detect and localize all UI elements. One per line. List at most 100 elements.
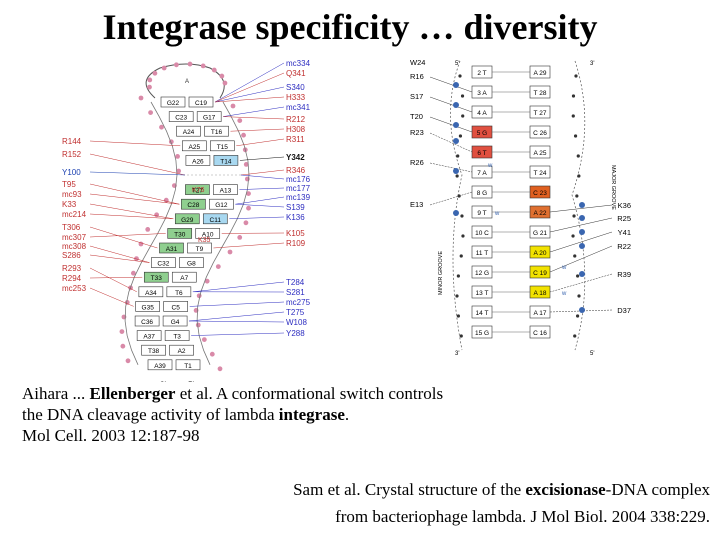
contact-line	[89, 233, 166, 238]
phosphate-dot	[573, 134, 578, 138]
residue-label: R311	[286, 135, 305, 144]
contact-line	[429, 116, 473, 133]
contact-lines	[89, 62, 285, 336]
residue-label: S286	[62, 251, 81, 260]
base-label: G35	[142, 304, 155, 311]
residue-labels: 5' 3' 3' 5' MAJOR GROOVE MINOR GROOVE W24 R16 S1…	[410, 58, 631, 357]
base-label: C 26	[533, 130, 547, 137]
base-label: T 28	[534, 90, 547, 97]
residue-label: Y100	[62, 168, 81, 177]
citation-text: et al. A conformational switch controls	[175, 384, 444, 403]
base-label: 15 G	[475, 330, 489, 337]
citation-line: the DNA cleavage activity of lambda inte…	[22, 404, 582, 425]
phosphate-dot	[176, 168, 182, 174]
phosphate-dot	[571, 114, 575, 118]
phosphate-dot	[130, 270, 136, 276]
base-box	[164, 330, 190, 341]
residue-label: mc176	[286, 175, 311, 184]
contact-dot	[579, 202, 585, 208]
phosphate-dot	[125, 358, 131, 364]
phosphate-dot	[200, 63, 206, 69]
base-pair-rows: 2 T A 29 3 A T 28 4 A T 27 5 G C 26 6 T A 25 7 A T …	[455, 65, 581, 339]
contact-line	[429, 162, 473, 173]
residue-label: mc341	[286, 103, 311, 112]
residue-label: W108	[286, 318, 307, 327]
contact-line	[214, 62, 285, 103]
base-label: 9 T	[477, 210, 486, 217]
contact-line	[89, 193, 180, 205]
residue-label: H333	[286, 93, 306, 102]
contact-line	[240, 174, 285, 180]
phosphate-dot	[237, 235, 243, 240]
phosphate-dot	[571, 234, 575, 238]
phosphate-dot	[163, 197, 169, 203]
contact-line	[429, 96, 473, 113]
residue-label: T275	[286, 308, 305, 317]
base-label: T1	[184, 363, 192, 370]
phosphate-dot	[458, 74, 462, 78]
citation-line: Sam et al. Crystal structure of the exci…	[210, 476, 710, 503]
contact-line	[89, 183, 180, 205]
phosphate-dot	[173, 62, 179, 68]
strand-backbone	[571, 60, 586, 351]
base-label: T6	[175, 290, 183, 297]
dna-contact-diagram-left: A G22 C19 C23 G17 A24 T16 A25 T15 A26 T14 T27 A13 C2…	[62, 60, 311, 382]
base-box	[163, 301, 188, 312]
residue-label: R26	[410, 158, 424, 167]
phosphate-dot	[145, 227, 151, 232]
base-label: T3	[173, 334, 181, 341]
contact-line	[549, 245, 613, 273]
residue-label: R109	[286, 239, 306, 248]
residue-label: T284	[286, 278, 305, 287]
base-label: G22	[167, 100, 180, 107]
base-label: C19	[195, 100, 207, 107]
phosphate-dot	[215, 264, 221, 269]
base-label: A2	[178, 348, 186, 355]
base-pair-ladder: G22 C19 C23 G17 A24 T16 A25 T15 A26 T14 T27 A13 C28 G…	[134, 96, 243, 382]
phosphate-dot	[456, 314, 460, 318]
base-label: 8 G	[477, 190, 487, 197]
base-label: G17	[203, 115, 216, 122]
base-label: T27	[192, 188, 204, 195]
phosphate-dot	[459, 334, 463, 338]
base-label: 5 G	[477, 130, 487, 137]
strand-end-label: 3'	[455, 351, 459, 357]
base-box	[196, 111, 222, 122]
phosphate-dot	[237, 118, 243, 123]
base-label: 6 T	[477, 150, 486, 157]
phosphate-dot	[455, 174, 459, 178]
phosphate-dot	[460, 214, 464, 218]
base-label: A39	[154, 363, 166, 370]
residue-label: mc334	[286, 60, 311, 68]
contact-line	[89, 153, 186, 176]
citation-text: -DNA complex	[605, 480, 710, 499]
residue-label: W24	[410, 58, 425, 67]
base-label: T16	[211, 129, 223, 136]
base-label: 7 A	[477, 170, 487, 177]
contact-line	[89, 245, 150, 263]
base-box	[204, 125, 229, 137]
contact-line	[191, 332, 285, 336]
hairpin-label: A	[185, 79, 189, 85]
contact-line	[429, 132, 473, 153]
base-label: A24	[183, 129, 195, 136]
phosphate-dot	[460, 94, 465, 98]
contact-line	[549, 231, 613, 253]
phosphate-dot	[152, 70, 158, 76]
contact-dot	[579, 271, 585, 277]
contact-line	[549, 217, 613, 233]
base-label: A26	[192, 158, 204, 165]
base-label: A 22	[533, 210, 546, 217]
contact-line	[89, 267, 137, 293]
contact-dot	[453, 102, 459, 108]
base-label: A25	[189, 144, 201, 151]
base-box	[179, 257, 204, 268]
phosphate-dot	[243, 162, 249, 167]
residue-label: T95	[62, 180, 76, 189]
contact-line	[549, 273, 613, 293]
base-label: T 24	[534, 170, 547, 177]
citation-line: Mol Cell. 2003 12:187-98	[22, 426, 200, 445]
base-label: A34	[145, 290, 157, 297]
residue-label: K33	[62, 200, 77, 209]
